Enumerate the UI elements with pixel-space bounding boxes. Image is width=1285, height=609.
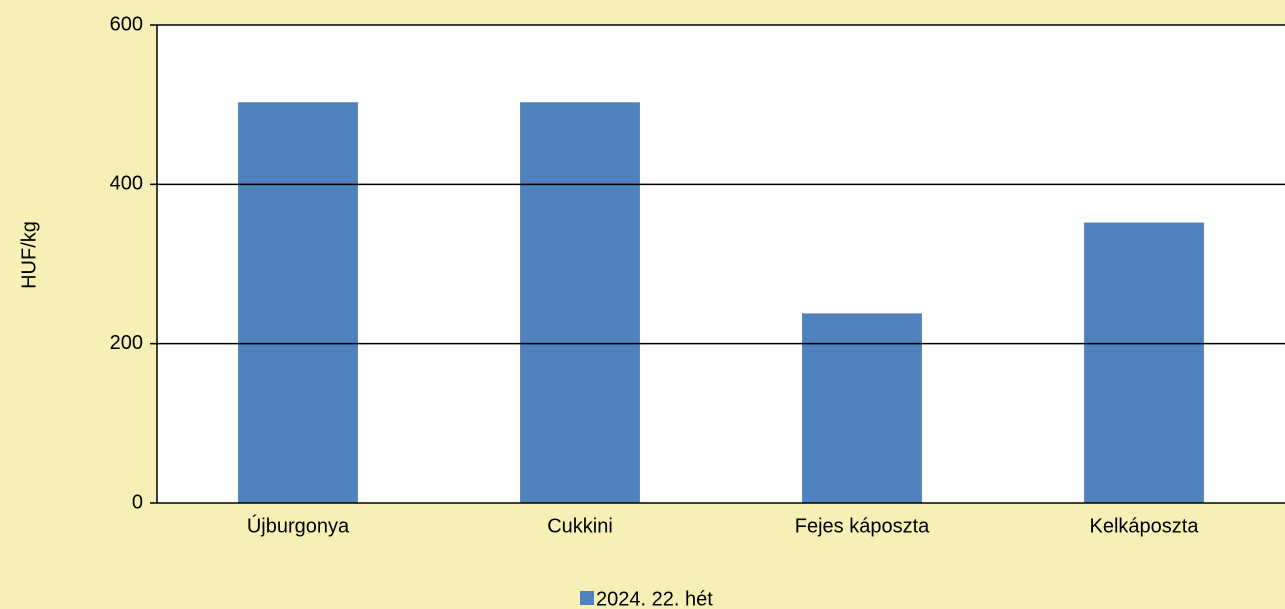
y-tick-label: 200 — [110, 332, 143, 354]
bar — [1084, 222, 1204, 503]
x-tick-label: Cukkini — [547, 515, 613, 537]
bar — [238, 102, 358, 503]
x-tick-label: Újburgonya — [247, 514, 350, 537]
x-tick-label: Kelkáposzta — [1090, 515, 1200, 537]
legend-label: 2024. 22. hét — [596, 588, 713, 609]
bar — [520, 102, 640, 503]
y-axis-label: HUF/kg — [18, 221, 40, 289]
y-tick-label: 600 — [110, 13, 143, 35]
y-tick-label: 400 — [110, 173, 143, 195]
y-tick-label: 0 — [132, 491, 143, 513]
x-tick-label: Fejes káposzta — [795, 515, 930, 537]
legend-swatch — [580, 591, 594, 605]
bar — [802, 313, 922, 503]
